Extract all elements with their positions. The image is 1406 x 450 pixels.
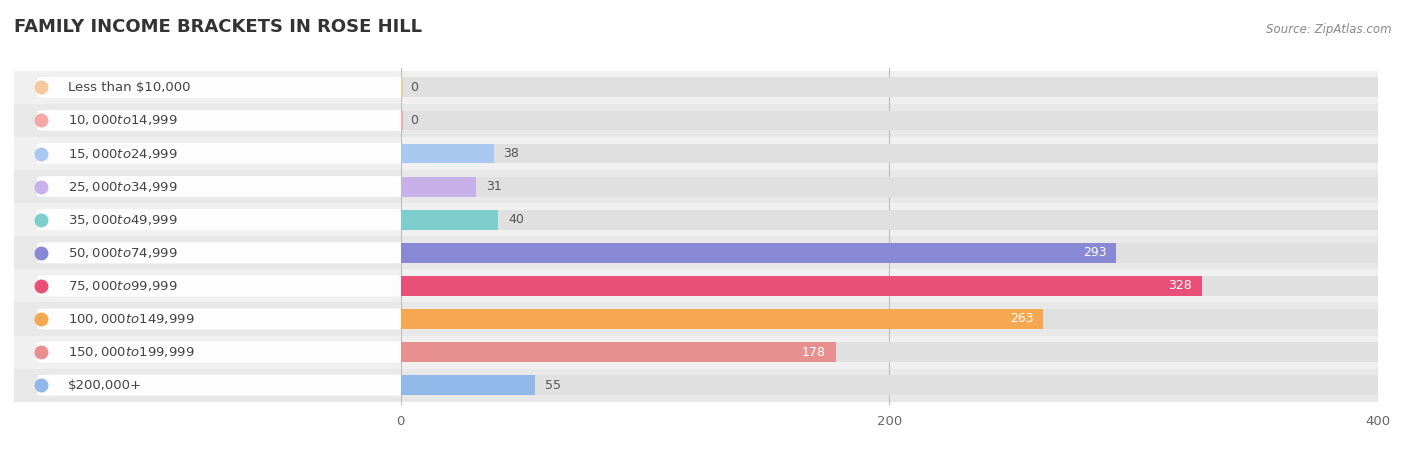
Bar [401,342,835,362]
FancyBboxPatch shape [14,336,401,369]
Bar [401,177,1378,197]
FancyBboxPatch shape [401,203,1378,236]
FancyBboxPatch shape [38,209,408,230]
Text: Source: ZipAtlas.com: Source: ZipAtlas.com [1267,23,1392,36]
Text: 40: 40 [508,213,524,226]
FancyBboxPatch shape [14,369,401,402]
Text: 0: 0 [411,81,419,94]
Bar [401,210,498,230]
Text: 55: 55 [546,378,561,392]
Bar [401,243,1378,263]
Text: $15,000 to $24,999: $15,000 to $24,999 [67,147,179,161]
FancyBboxPatch shape [38,176,408,197]
Text: 31: 31 [486,180,502,193]
FancyBboxPatch shape [14,104,401,137]
Bar [401,276,1202,296]
Bar [401,111,1378,130]
Bar [401,309,1043,329]
FancyBboxPatch shape [14,137,401,170]
Bar [401,77,404,97]
FancyBboxPatch shape [38,374,408,396]
FancyBboxPatch shape [401,137,1378,170]
Text: $200,000+: $200,000+ [67,378,142,392]
Bar [401,210,1378,230]
Text: $50,000 to $74,999: $50,000 to $74,999 [67,246,179,260]
Bar [401,375,1378,395]
FancyBboxPatch shape [38,342,408,363]
Text: 263: 263 [1010,312,1033,325]
FancyBboxPatch shape [14,236,401,270]
FancyBboxPatch shape [38,242,408,263]
Bar [401,111,404,130]
FancyBboxPatch shape [14,203,401,236]
FancyBboxPatch shape [401,236,1378,270]
Text: $150,000 to $199,999: $150,000 to $199,999 [67,345,194,359]
Bar [401,375,536,395]
Bar [401,342,1378,362]
Text: $10,000 to $14,999: $10,000 to $14,999 [67,113,179,127]
FancyBboxPatch shape [38,275,408,297]
FancyBboxPatch shape [401,369,1378,402]
FancyBboxPatch shape [401,336,1378,369]
Bar [401,77,1378,97]
FancyBboxPatch shape [38,110,408,131]
Bar [401,144,1378,163]
Bar [401,243,1116,263]
FancyBboxPatch shape [38,77,408,98]
Text: $100,000 to $149,999: $100,000 to $149,999 [67,312,194,326]
Bar [401,309,1378,329]
Text: $35,000 to $49,999: $35,000 to $49,999 [67,213,179,227]
FancyBboxPatch shape [401,302,1378,336]
FancyBboxPatch shape [401,71,1378,104]
FancyBboxPatch shape [401,104,1378,137]
Bar [401,144,494,163]
FancyBboxPatch shape [14,170,401,203]
Text: 0: 0 [411,114,419,127]
FancyBboxPatch shape [38,143,408,164]
Text: 178: 178 [801,346,825,359]
Bar [401,177,477,197]
FancyBboxPatch shape [14,302,401,336]
Text: $25,000 to $34,999: $25,000 to $34,999 [67,180,179,194]
FancyBboxPatch shape [14,270,401,302]
Text: Less than $10,000: Less than $10,000 [67,81,191,94]
FancyBboxPatch shape [14,71,401,104]
FancyBboxPatch shape [401,170,1378,203]
FancyBboxPatch shape [38,308,408,329]
Text: 328: 328 [1168,279,1192,292]
Bar [401,276,1378,296]
Text: $75,000 to $99,999: $75,000 to $99,999 [67,279,179,293]
Text: 38: 38 [503,147,519,160]
Text: FAMILY INCOME BRACKETS IN ROSE HILL: FAMILY INCOME BRACKETS IN ROSE HILL [14,18,422,36]
FancyBboxPatch shape [401,270,1378,302]
Text: 293: 293 [1083,246,1107,259]
